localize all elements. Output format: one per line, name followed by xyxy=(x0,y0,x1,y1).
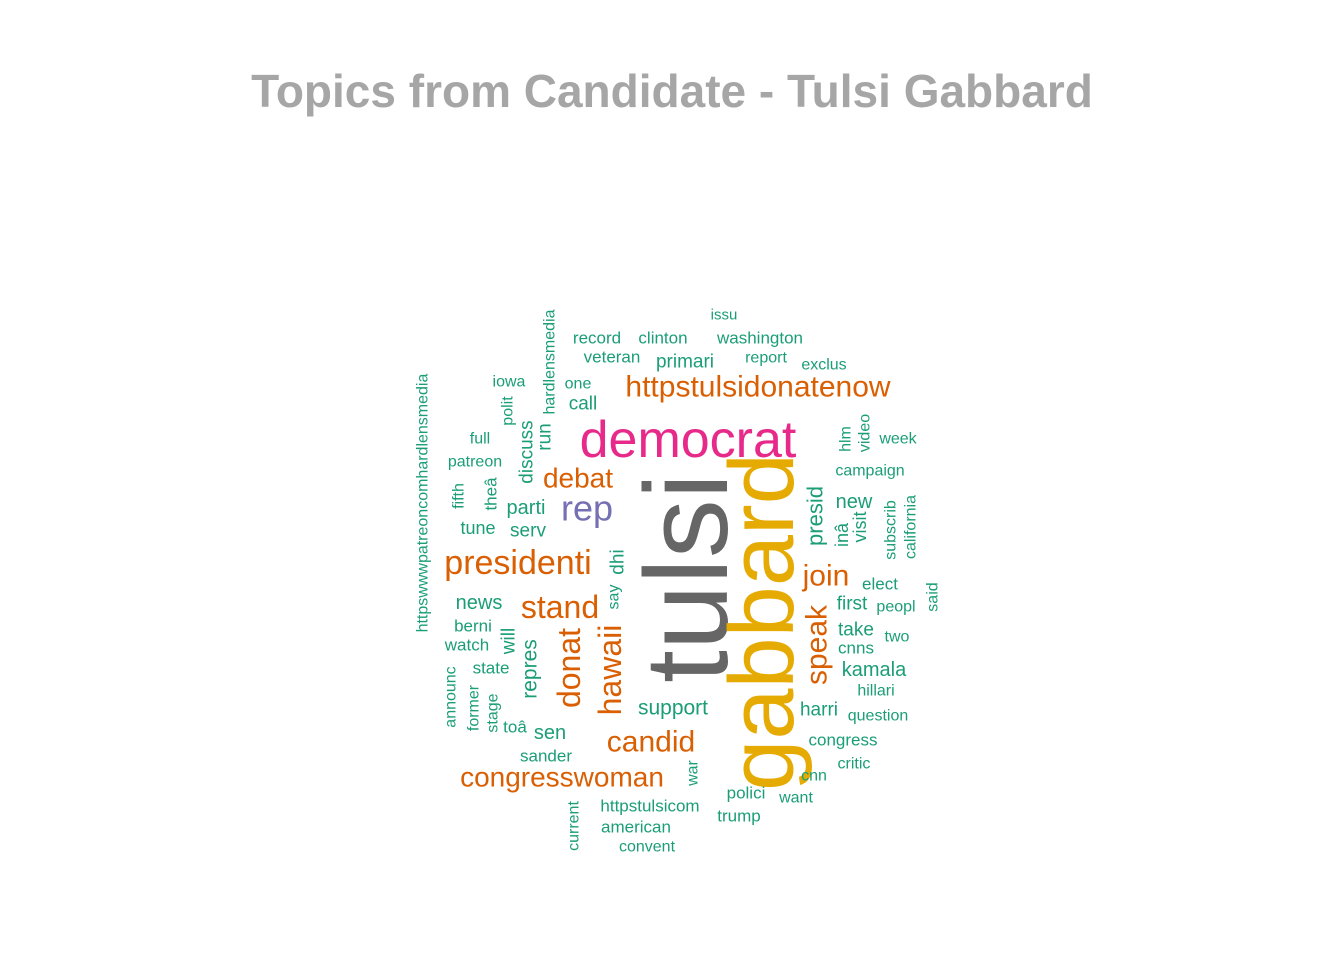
word-will: will xyxy=(499,628,520,655)
word-candid: candid xyxy=(607,726,695,759)
word-the: theâ xyxy=(482,477,501,511)
word-in: inâ xyxy=(832,522,852,547)
word-record: record xyxy=(573,329,621,348)
word-new: new xyxy=(836,491,873,513)
word-war: war xyxy=(685,759,702,786)
word-critic: critic xyxy=(838,756,871,773)
chart-title: Topics from Candidate - Tulsi Gabbard xyxy=(251,65,1093,117)
word-video: video xyxy=(857,414,874,452)
word-subscrib: subscrib xyxy=(883,500,900,560)
word-hlm: hlm xyxy=(838,426,855,452)
word-democrat: democrat xyxy=(580,411,797,469)
word-presidenti: presidenti xyxy=(444,544,591,582)
word-donat: donat xyxy=(551,628,587,708)
word-cnn: cnn xyxy=(801,768,827,785)
word-berni: berni xyxy=(454,617,492,636)
word-polit: polit xyxy=(500,396,517,426)
word-sander: sander xyxy=(520,747,572,766)
word-news: news xyxy=(456,592,503,614)
word-sen: sen xyxy=(534,722,566,744)
word-watch: watch xyxy=(444,636,489,655)
word-debat: debat xyxy=(543,463,613,494)
word-elect: elect xyxy=(862,575,898,594)
word-httpstulsicom: httpstulsicom xyxy=(600,797,699,816)
word-announc: announc xyxy=(443,666,460,727)
word-visit: visit xyxy=(850,512,870,543)
word-iowa: iowa xyxy=(493,374,526,391)
word-httpswwwpatreoncomhardlensmedia: httpswwwpatreoncomhardlensmedia xyxy=(415,374,432,633)
word-issu: issu xyxy=(711,307,738,324)
word-campaign: campaign xyxy=(835,463,904,480)
word-presid: presid xyxy=(803,486,828,546)
word-serv: serv xyxy=(510,521,546,542)
word-patreon: patreon xyxy=(448,454,502,471)
word-support: support xyxy=(638,697,708,720)
word-call: call xyxy=(569,394,598,415)
word-to: toâ xyxy=(503,718,527,737)
word-question: question xyxy=(848,708,909,725)
word-week: week xyxy=(878,431,917,448)
word-report: report xyxy=(745,350,787,367)
word-first: first xyxy=(837,594,868,615)
word-full: full xyxy=(470,431,490,448)
word-former: former xyxy=(466,684,483,731)
word-dhi: dhi xyxy=(608,549,629,574)
word-hawaii: hawaii xyxy=(592,625,628,716)
word-washington: washington xyxy=(716,329,803,348)
word-state: state xyxy=(473,659,510,678)
word-current: current xyxy=(566,801,583,851)
word-peopl: peopl xyxy=(876,599,915,616)
word-veteran: veteran xyxy=(584,348,641,367)
word-discuss: discuss xyxy=(517,420,538,483)
word-kamala: kamala xyxy=(842,659,907,681)
word-stand: stand xyxy=(521,589,599,625)
word-primari: primari xyxy=(656,352,714,373)
word-rep: rep xyxy=(561,488,613,529)
word-congresswoman: congresswoman xyxy=(460,762,664,793)
word-california: california xyxy=(903,495,920,559)
word-congress: congress xyxy=(809,731,878,750)
word-said: said xyxy=(925,582,942,611)
word-cnns: cnns xyxy=(838,639,874,658)
word-join: join xyxy=(802,560,850,593)
word-gabbard: gabbard xyxy=(711,453,813,791)
word-one: one xyxy=(565,376,592,393)
word-repres: repres xyxy=(519,639,542,699)
word-fifth: fifth xyxy=(451,483,468,509)
word-hardlensmedia: hardlensmedia xyxy=(542,309,559,414)
word-hillari: hillari xyxy=(857,683,894,700)
word-trump: trump xyxy=(717,807,760,826)
word-run: run xyxy=(535,423,556,450)
word-tulsi: tulsi xyxy=(621,473,753,683)
word-polici: polici xyxy=(727,784,766,803)
word-exclus: exclus xyxy=(801,357,846,374)
word-take: take xyxy=(838,620,874,641)
word-harri: harri xyxy=(800,700,838,721)
word-american: american xyxy=(601,818,671,837)
word-stage: stage xyxy=(485,693,502,732)
word-httpstulsidonatenow: httpstulsidonatenow xyxy=(625,371,891,404)
word-tune: tune xyxy=(460,518,495,538)
word-clinton: clinton xyxy=(638,329,687,348)
word-convent: convent xyxy=(619,839,676,856)
word-want: want xyxy=(778,790,813,807)
word-say: say xyxy=(606,585,623,610)
word-parti: parti xyxy=(507,497,546,519)
word-two: two xyxy=(885,629,910,646)
word-speak: speak xyxy=(801,604,834,685)
